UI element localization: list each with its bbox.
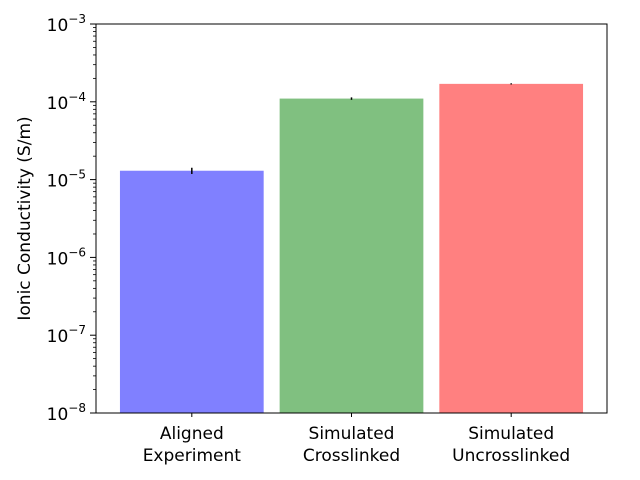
x-tick-label-line: Crosslinked [303,446,400,466]
y-tick-exponent: −6 [68,245,86,259]
y-tick-exponent: −4 [68,90,86,104]
y-axis: 10−810−710−610−510−410−3 [47,12,96,425]
x-tick-label-line: Uncrosslinked [452,446,570,466]
bar-1 [279,98,424,413]
y-tick-base: 10 [47,405,69,425]
y-tick-label-1: 10−7 [47,323,86,347]
x-tick-label-line: Aligned [160,424,224,444]
y-tick-base: 10 [47,16,69,36]
y-tick-base: 10 [47,172,69,192]
x-tick-label-2: Simulated Uncrosslinked [452,424,570,466]
x-tick-label-line: Simulated [468,424,554,444]
y-axis-title: Ionic Conductivity (S/m) [15,116,35,320]
x-tick-label-0: Aligned Experiment [143,424,242,466]
x-tick-label-line: Simulated [309,424,395,444]
y-tick-exponent: −8 [68,401,86,415]
y-tick-label-5: 10−3 [47,12,86,36]
x-tick-label-line: Experiment [143,446,242,466]
y-tick-base: 10 [47,249,69,269]
y-tick-label-2: 10−6 [47,245,86,269]
y-tick-label-3: 10−5 [47,168,86,192]
y-tick-label-0: 10−8 [47,401,86,425]
y-tick-label-4: 10−4 [47,90,86,114]
bars-group [119,83,584,414]
y-tick-exponent: −3 [68,12,86,26]
y-tick-base: 10 [47,94,69,114]
y-tick-exponent: −7 [68,323,86,337]
bar-0 [119,170,264,413]
bar-2 [439,83,584,414]
x-tick-label-1: Simulated Crosslinked [303,424,400,466]
y-tick-exponent: −5 [68,168,86,182]
y-tick-base: 10 [47,327,69,347]
error-bars-group [191,83,512,175]
